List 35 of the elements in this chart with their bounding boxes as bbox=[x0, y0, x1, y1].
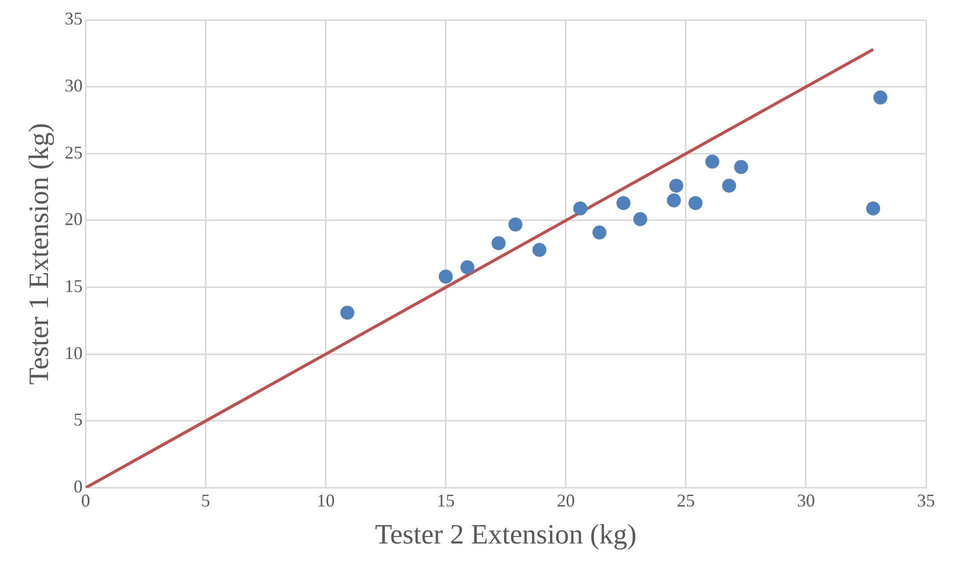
x-tick-label: 10 bbox=[316, 490, 335, 510]
x-tick-label: 25 bbox=[676, 490, 695, 510]
x-tick-label: 5 bbox=[201, 490, 210, 510]
point bbox=[460, 260, 474, 274]
y-tick-label: 20 bbox=[64, 209, 83, 230]
y-tick-label: 5 bbox=[74, 410, 83, 430]
y-tick-label: 35 bbox=[64, 8, 83, 29]
point bbox=[616, 196, 630, 210]
point bbox=[734, 160, 748, 174]
point bbox=[508, 217, 522, 232]
point bbox=[688, 196, 702, 210]
point bbox=[438, 270, 453, 284]
point bbox=[592, 226, 606, 240]
point bbox=[866, 201, 880, 216]
y-axis-title: Tester 1 Extension (kg) bbox=[24, 123, 56, 385]
x-tick-label: 20 bbox=[556, 490, 575, 510]
x-tick-label: 15 bbox=[436, 490, 455, 510]
y-tick-label: 15 bbox=[64, 276, 83, 296]
point bbox=[492, 236, 506, 250]
point bbox=[532, 242, 546, 257]
point bbox=[573, 201, 588, 216]
point bbox=[666, 193, 681, 208]
point bbox=[873, 90, 888, 105]
y-tick-label: 30 bbox=[64, 76, 83, 96]
y-tick-label: 0 bbox=[74, 476, 83, 497]
x-tick-label: 30 bbox=[796, 490, 815, 510]
y-tick-label: 10 bbox=[64, 342, 83, 363]
point bbox=[705, 154, 720, 169]
x-tick-label: 35 bbox=[917, 490, 935, 510]
point bbox=[669, 178, 684, 193]
y-tick-label: 25 bbox=[64, 142, 83, 162]
point bbox=[340, 306, 354, 320]
x-axis-title: Tester 2 Extension (kg) bbox=[374, 520, 637, 551]
point bbox=[633, 212, 648, 226]
point bbox=[722, 178, 736, 193]
